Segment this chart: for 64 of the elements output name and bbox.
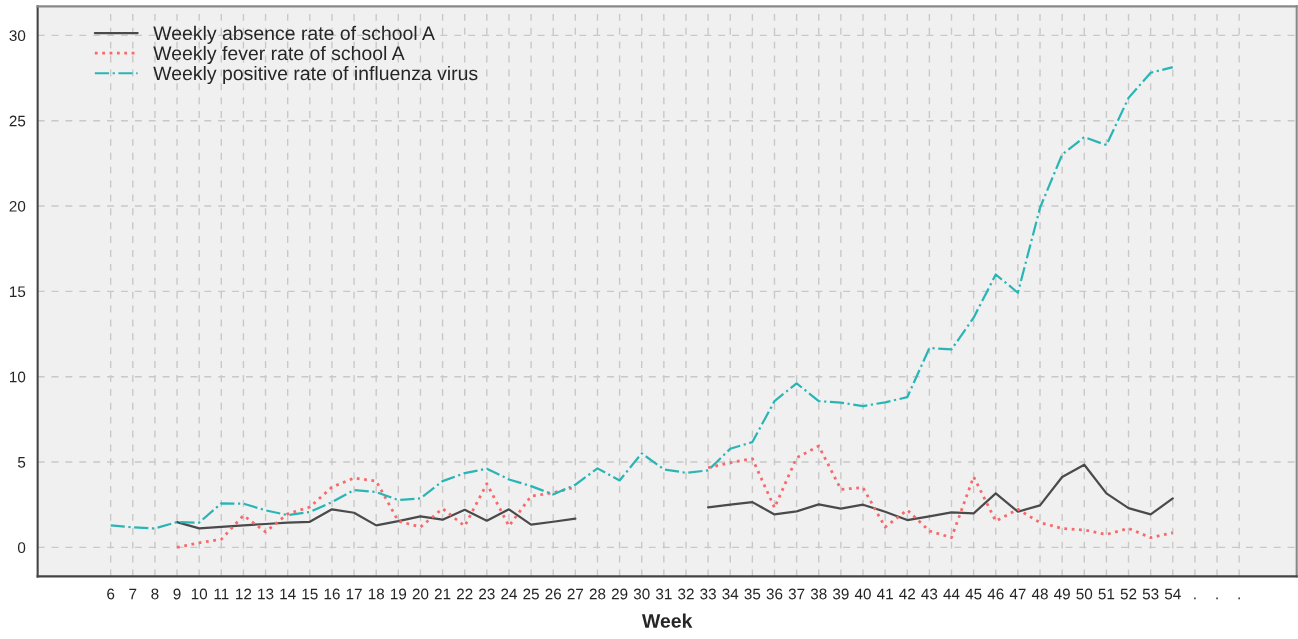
- x-tick-label: 12: [236, 588, 252, 600]
- x-tick-label: 48: [1031, 588, 1048, 600]
- x-tick-label: 16: [324, 588, 340, 600]
- x-tick-label: 11: [214, 588, 229, 600]
- x-tick-label: 33: [700, 588, 716, 600]
- x-tick-label: 44: [943, 588, 960, 600]
- x-tick-label: 49: [1054, 588, 1070, 600]
- x-tick-label: 42: [899, 588, 915, 600]
- x-tick-label: 29: [611, 588, 628, 600]
- x-tick-label: .: [1238, 597, 1240, 600]
- x-tick-label: 21: [434, 588, 451, 600]
- y-tick-label: 25: [9, 115, 26, 127]
- x-tick-label: 46: [987, 588, 1004, 600]
- x-tick-label: .: [1216, 597, 1218, 600]
- x-tick-label: 18: [368, 588, 385, 600]
- x-tick-label: 50: [1076, 588, 1093, 600]
- legend-label: Weekly fever rate of school A: [153, 45, 405, 65]
- x-tick-label: 37: [788, 588, 805, 600]
- x-tick-label: 39: [832, 588, 849, 600]
- x-tick-label: 13: [258, 588, 274, 600]
- x-tick-label: 20: [412, 588, 429, 600]
- x-tick-label: 32: [678, 588, 694, 600]
- y-tick-label: 30: [9, 30, 26, 42]
- x-tick-label: 40: [854, 588, 871, 600]
- x-tick-label: 25: [523, 588, 539, 600]
- y-tick-label: 10: [10, 371, 26, 383]
- x-tick-label: 7: [129, 588, 137, 600]
- x-tick-label: 23: [479, 588, 495, 600]
- y-tick-label: 15: [10, 286, 26, 298]
- y-tick-label: 0: [17, 542, 26, 554]
- x-tick-label: 22: [456, 588, 473, 600]
- x-tick-label: 52: [1120, 588, 1137, 600]
- x-tick-label: 34: [722, 588, 739, 600]
- x-tick-label: 9: [173, 588, 181, 600]
- line-series: [109, 66, 1174, 530]
- x-tick-label: 27: [567, 588, 584, 600]
- x-tick-label: 26: [545, 588, 562, 600]
- x-tick-label: 54: [1164, 588, 1181, 600]
- x-tick-label: 35: [744, 588, 761, 600]
- x-tick-label: 14: [280, 588, 296, 600]
- x-tick-label: 31: [655, 588, 672, 600]
- y-tick-label: 20: [9, 200, 26, 212]
- x-tick-label: 41: [876, 588, 893, 600]
- x-tick-label: 19: [390, 588, 407, 600]
- y-tick-label: 5: [17, 457, 26, 468]
- x-tick-label: 15: [302, 588, 318, 600]
- x-tick-label: 38: [810, 588, 827, 600]
- x-tick-label: 45: [965, 588, 982, 600]
- x-tick-label: 6: [107, 588, 115, 600]
- x-tick-label: 10: [191, 588, 208, 600]
- x-axis-title: Week: [641, 613, 693, 628]
- x-tick-label: 36: [766, 588, 783, 600]
- x-tick-label: 47: [1009, 588, 1026, 600]
- x-tick-label: .: [1194, 597, 1196, 600]
- x-tick-label: 53: [1142, 588, 1159, 600]
- x-tick-label: 24: [501, 588, 518, 600]
- legend-label: Weekly positive rate of influenza virus: [153, 65, 478, 85]
- x-tick-label: 51: [1098, 588, 1115, 600]
- x-tick-label: 28: [589, 588, 606, 600]
- x-tick-label: 8: [151, 588, 159, 600]
- x-tick-label: 17: [346, 588, 362, 600]
- x-tick-label: 30: [633, 588, 650, 600]
- legend-label: Weekly absence rate of school A: [153, 25, 435, 44]
- x-tick-label: 43: [921, 588, 938, 600]
